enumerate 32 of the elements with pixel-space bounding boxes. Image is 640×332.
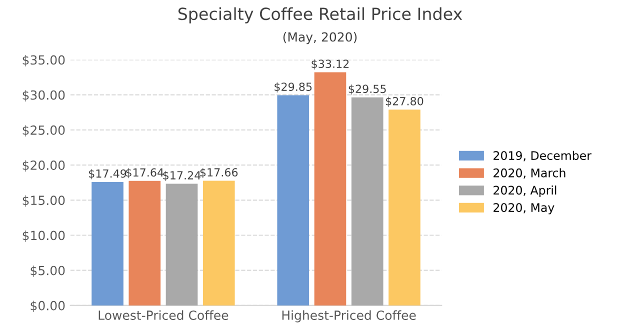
bar xyxy=(166,184,198,306)
x-tick-label: Highest-Priced Coffee xyxy=(282,310,416,322)
bar xyxy=(128,180,161,306)
legend-label: 2020, May xyxy=(494,203,554,214)
data-label: $17.49 xyxy=(89,169,126,180)
bar xyxy=(202,180,235,306)
data-label: $17.64 xyxy=(126,168,164,178)
legend-label: 2019, December xyxy=(494,150,592,162)
data-label: $33.12 xyxy=(312,59,349,70)
y-tick-label: $25.00 xyxy=(22,125,65,137)
y-tick-label: $10.00 xyxy=(22,230,65,242)
y-tick-label: $15.00 xyxy=(22,195,65,207)
bar xyxy=(277,95,310,306)
bar xyxy=(351,97,384,306)
data-label: $29.85 xyxy=(274,82,312,92)
data-label: $17.66 xyxy=(200,168,238,178)
legend-label: 2020, March xyxy=(494,168,566,179)
data-label: $27.80 xyxy=(386,96,424,107)
y-tick-label: $20.00 xyxy=(22,160,65,172)
data-label: $17.24 xyxy=(163,170,201,181)
data-label: $29.55 xyxy=(348,84,386,95)
chart-subtitle: (May, 2020) xyxy=(283,32,357,44)
chart-title: Specialty Coffee Retail Price Index xyxy=(178,7,462,24)
y-tick-label: $35.00 xyxy=(22,55,65,66)
y-tick-label: $0.00 xyxy=(30,300,65,312)
x-tick-label: Lowest-Priced Coffee xyxy=(98,310,228,320)
y-tick-label: $5.00 xyxy=(30,266,65,277)
y-tick-label: $30.00 xyxy=(22,90,65,102)
bar xyxy=(92,182,124,306)
bar xyxy=(388,110,420,306)
legend-label: 2020, April xyxy=(494,186,556,197)
bar xyxy=(314,72,346,306)
